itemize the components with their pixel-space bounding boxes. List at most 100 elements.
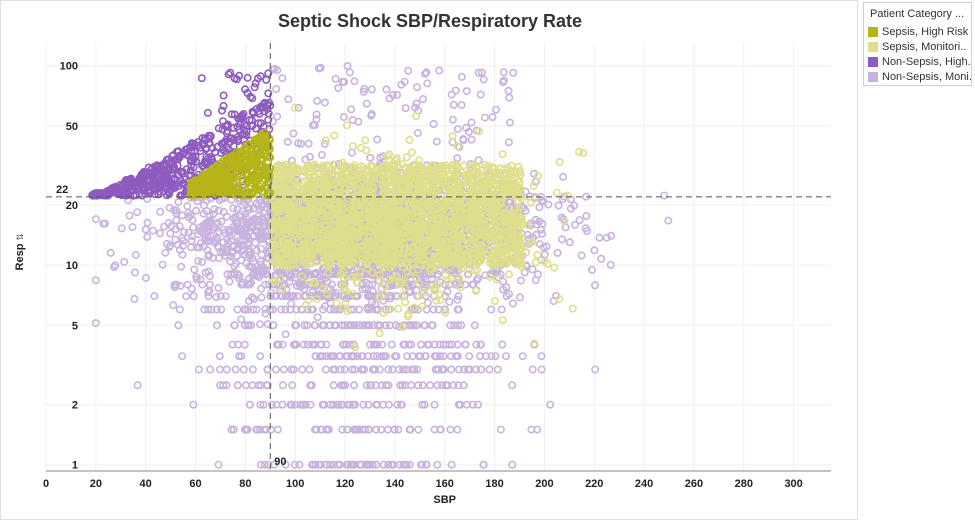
- point-non-sepsis-monitoring: [192, 206, 201, 215]
- point-non-sepsis-monitoring: [453, 321, 462, 330]
- point-non-sepsis-monitoring: [170, 206, 179, 215]
- point-non-sepsis-monitoring: [449, 100, 458, 109]
- point-sepsis-monitoring: [292, 243, 301, 252]
- point-non-sepsis-monitoring: [590, 281, 599, 290]
- point-non-sepsis-monitoring: [368, 280, 377, 289]
- point-non-sepsis-monitoring: [248, 381, 257, 390]
- point-non-sepsis-monitoring: [393, 400, 402, 409]
- point-non-sepsis-monitoring: [383, 425, 392, 434]
- point-non-sepsis-monitoring: [477, 68, 486, 77]
- point-non-sepsis-monitoring: [277, 305, 286, 314]
- point-sepsis-monitoring: [363, 245, 372, 254]
- point-non-sepsis-monitoring: [291, 340, 300, 349]
- point-non-sepsis-monitoring: [462, 400, 471, 409]
- point-sepsis-monitoring: [461, 244, 470, 253]
- point-sepsis-monitoring: [361, 254, 370, 263]
- point-non-sepsis-monitoring: [272, 400, 281, 409]
- point-non-sepsis-monitoring: [268, 65, 277, 74]
- point-non-sepsis-monitoring: [553, 248, 562, 257]
- point-non-sepsis-monitoring: [418, 381, 427, 390]
- point-non-sepsis-monitoring: [222, 365, 231, 374]
- point-non-sepsis-monitoring: [252, 246, 261, 255]
- point-non-sepsis-monitoring: [413, 129, 422, 138]
- point-sepsis-monitoring: [304, 207, 313, 216]
- point-non-sepsis-monitoring: [243, 219, 252, 228]
- point-non-sepsis-monitoring: [464, 127, 473, 136]
- point-non-sepsis-monitoring: [171, 235, 180, 244]
- point-non-sepsis-monitoring: [426, 381, 435, 390]
- point-non-sepsis-monitoring: [233, 205, 242, 214]
- point-non-sepsis-monitoring: [316, 63, 325, 72]
- point-non-sepsis-monitoring: [439, 352, 448, 361]
- point-sepsis-monitoring: [497, 249, 506, 258]
- chart-panel: 22 90 0 20 40 60 80 100 120 140 160 180 200 220 240 26…: [0, 0, 858, 520]
- point-non-sepsis-monitoring: [298, 365, 307, 374]
- point-non-sepsis-monitoring: [488, 113, 497, 122]
- point-non-sepsis-monitoring: [281, 330, 290, 339]
- point-non-sepsis-monitoring: [558, 235, 567, 244]
- point-sepsis-monitoring: [289, 220, 298, 229]
- point-sepsis-monitoring: [306, 164, 315, 173]
- point-sepsis-monitoring: [286, 164, 295, 173]
- point-non-sepsis-monitoring: [434, 305, 443, 314]
- point-non-sepsis-monitoring: [150, 292, 159, 301]
- point-non-sepsis-monitoring: [433, 381, 442, 390]
- point-non-sepsis-monitoring: [366, 153, 375, 162]
- point-non-sepsis-monitoring: [268, 117, 277, 126]
- point-non-sepsis-monitoring: [205, 212, 214, 221]
- point-non-sepsis-monitoring: [221, 292, 230, 301]
- point-non-sepsis-monitoring: [417, 460, 426, 469]
- point-non-sepsis-monitoring: [390, 425, 399, 434]
- point-non-sepsis-monitoring: [247, 262, 256, 271]
- point-non-sepsis-monitoring: [460, 365, 469, 374]
- point-non-sepsis-monitoring: [470, 321, 479, 330]
- point-non-sepsis-monitoring: [384, 460, 393, 469]
- point-non-sepsis-monitoring: [313, 313, 322, 322]
- point-non-sepsis-monitoring: [459, 381, 468, 390]
- point-non-sepsis-monitoring: [106, 248, 115, 257]
- point-sepsis-monitoring: [346, 257, 355, 266]
- point-non-sepsis-monitoring: [285, 292, 294, 301]
- point-non-sepsis-monitoring: [494, 273, 503, 282]
- point-sepsis-monitoring: [468, 163, 477, 172]
- point-non-sepsis-monitoring: [329, 400, 338, 409]
- point-sepsis-monitoring: [457, 264, 466, 273]
- point-sepsis-monitoring: [419, 185, 428, 194]
- point-non-sepsis-monitoring: [423, 79, 432, 88]
- point-non-sepsis-monitoring: [316, 425, 325, 434]
- point-non-sepsis-monitoring: [238, 237, 247, 246]
- point-non-sepsis-monitoring: [311, 352, 320, 361]
- point-non-sepsis-monitoring: [353, 352, 362, 361]
- point-sepsis-monitoring: [465, 171, 474, 180]
- point-non-sepsis-monitoring: [365, 340, 374, 349]
- point-non-sepsis-monitoring: [411, 103, 420, 112]
- point-sepsis-monitoring: [278, 178, 287, 187]
- point-non-sepsis-monitoring: [143, 232, 152, 241]
- point-non-sepsis-monitoring: [241, 230, 250, 239]
- point-non-sepsis-monitoring: [308, 121, 317, 130]
- point-non-sepsis-monitoring: [211, 223, 220, 232]
- point-non-sepsis-monitoring: [261, 280, 270, 289]
- point-non-sepsis-monitoring: [339, 340, 348, 349]
- point-sepsis-monitoring: [357, 255, 366, 264]
- point-non-sepsis-monitoring: [582, 212, 591, 221]
- point-sepsis-monitoring: [399, 239, 408, 248]
- point-non-sepsis-monitoring: [330, 305, 339, 314]
- point-non-sepsis-monitoring: [447, 90, 456, 99]
- point-non-sepsis-monitoring: [357, 352, 366, 361]
- point-non-sepsis-monitoring: [533, 270, 542, 279]
- point-non-sepsis-monitoring: [214, 460, 223, 469]
- point-non-sepsis-monitoring: [347, 105, 356, 114]
- point-sepsis-monitoring: [393, 173, 402, 182]
- point-non-sepsis-monitoring: [430, 340, 439, 349]
- point-sepsis-monitoring: [333, 206, 342, 215]
- point-non-sepsis-monitoring: [346, 460, 355, 469]
- point-non-sepsis-monitoring: [257, 293, 266, 302]
- point-non-sepsis-monitoring: [245, 400, 254, 409]
- point-sepsis-monitoring: [443, 199, 452, 208]
- point-sepsis-monitoring: [441, 308, 450, 317]
- point-non-sepsis-monitoring: [414, 381, 423, 390]
- point-non-sepsis-monitoring: [454, 305, 463, 314]
- point-non-sepsis-monitoring: [194, 365, 203, 374]
- point-sepsis-monitoring: [449, 250, 458, 259]
